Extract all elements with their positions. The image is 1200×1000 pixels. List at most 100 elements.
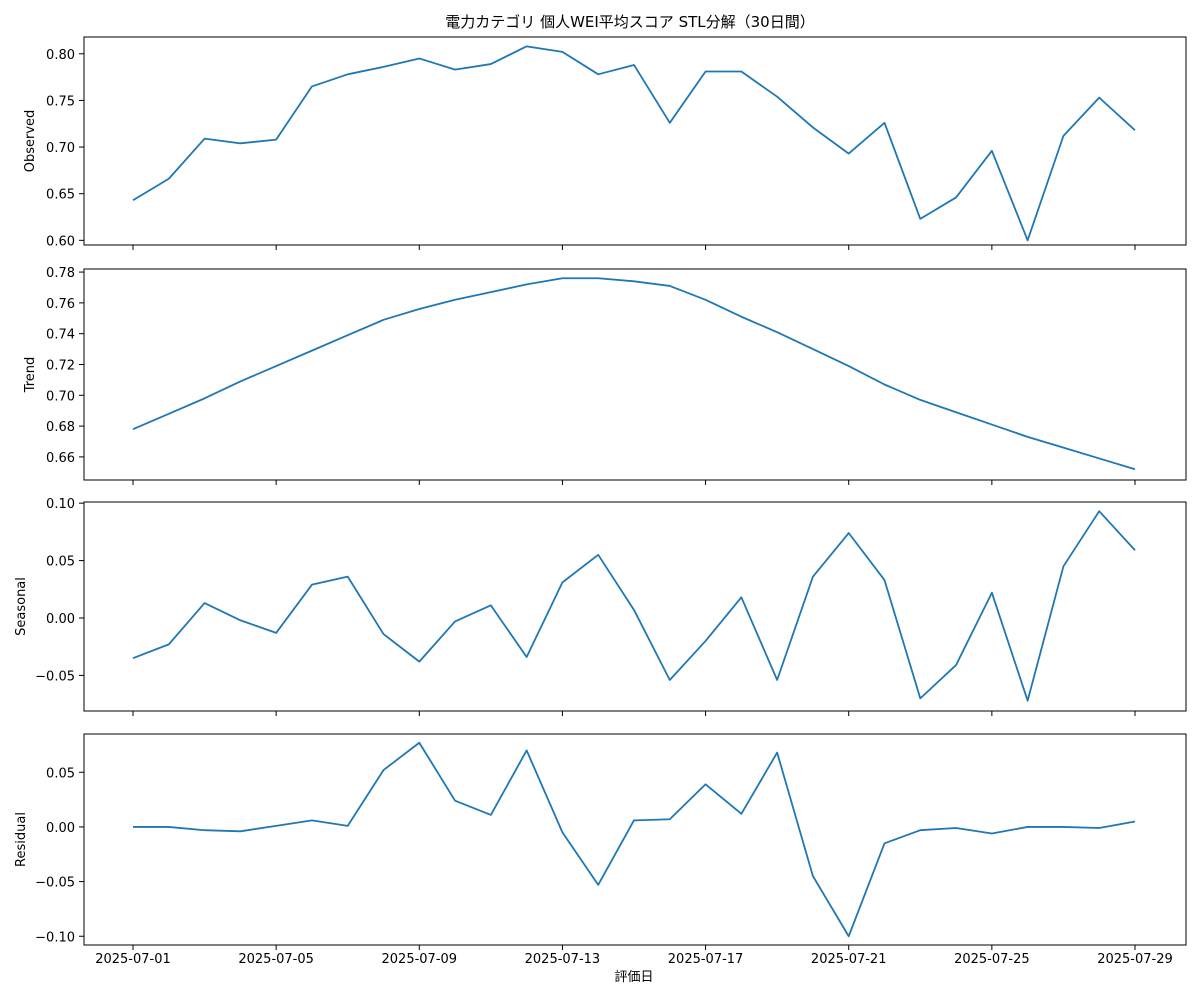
plot-frame: [83, 501, 1187, 712]
data-point: [991, 832, 993, 834]
data-point: [1026, 436, 1028, 438]
data-point: [1134, 468, 1136, 470]
data-point: [955, 411, 957, 413]
y-axis-label: Trend: [23, 357, 38, 394]
data-point: [1062, 135, 1064, 137]
y-tick-label: 0.05: [46, 766, 75, 781]
y-tick-label: −0.05: [35, 876, 75, 891]
data-point: [848, 365, 850, 367]
data-point: [740, 596, 742, 598]
data-point: [418, 660, 420, 662]
data-point: [454, 620, 456, 622]
data-point: [633, 609, 635, 611]
data-point: [382, 66, 384, 68]
data-point: [418, 742, 420, 744]
data-point: [633, 64, 635, 66]
data-point: [311, 85, 313, 87]
data-point: [812, 575, 814, 577]
data-point: [991, 423, 993, 425]
data-point: [132, 199, 134, 201]
data-point: [418, 57, 420, 59]
data-point: [561, 51, 563, 53]
data-point: [812, 348, 814, 350]
data-point: [669, 818, 671, 820]
data-point: [525, 45, 527, 47]
y-tick-label: 0.70: [46, 141, 75, 156]
panel-seasonal: −0.05 0.00 0.05 0.10 Seasonal: [14, 497, 1187, 716]
data-point: [597, 73, 599, 75]
data-point: [1098, 510, 1100, 512]
x-tick-label: 2025-07-21: [811, 952, 887, 967]
data-point: [1026, 699, 1028, 701]
data-point: [311, 819, 313, 821]
chart-title: 電力カテゴリ 個人WEI平均スコア STL分解（30日間）: [445, 13, 814, 31]
plot-frame: [83, 36, 1187, 246]
data-point: [633, 280, 635, 282]
y-tick-label: 0.65: [46, 188, 75, 203]
data-point: [490, 814, 492, 816]
data-point: [311, 583, 313, 585]
data-point: [955, 827, 957, 829]
data-point: [454, 799, 456, 801]
data-point: [525, 656, 527, 658]
data-point: [812, 126, 814, 128]
series-line-seasonal: [132, 510, 1136, 702]
data-point: [955, 664, 957, 666]
data-point: [347, 73, 349, 75]
y-tick-label: 0.05: [46, 555, 75, 570]
data-point: [382, 319, 384, 321]
data-point: [597, 884, 599, 886]
x-tick-label: 2025-07-29: [1097, 952, 1173, 967]
data-point: [203, 137, 205, 139]
data-point: [1098, 96, 1100, 98]
data-point: [347, 575, 349, 577]
series-line-residual: [133, 741, 1136, 938]
data-point: [168, 413, 170, 415]
data-point: [955, 196, 957, 198]
data-point: [704, 783, 706, 785]
x-tick-label: 2025-07-17: [668, 952, 744, 967]
x-tick-label: 2025-07-09: [382, 952, 458, 967]
data-point: [812, 875, 814, 877]
data-point: [597, 277, 599, 279]
data-point: [454, 299, 456, 301]
data-point: [633, 819, 635, 821]
panels-group: 0.60 0.65 0.70 0.75 0.80 Observed 0.66 0.68 0.70…: [14, 36, 1187, 967]
data-point: [740, 813, 742, 815]
data-point: [883, 383, 885, 385]
data-point: [991, 150, 993, 152]
data-point: [919, 697, 921, 699]
y-tick-label: 0.68: [46, 420, 75, 435]
series-line-observed: [132, 45, 1136, 242]
data-point: [311, 349, 313, 351]
series-line-trend: [132, 277, 1136, 471]
data-point: [740, 316, 742, 318]
y-tick-label: 0.70: [46, 389, 75, 404]
panel-residual: −0.10 −0.05 0.00 0.05 2025-07-01 2025-07-05 20…: [14, 733, 1187, 967]
x-axis-label: 評価日: [614, 970, 653, 985]
data-point: [883, 842, 885, 844]
data-point: [454, 68, 456, 70]
data-point: [597, 554, 599, 556]
data-point: [669, 679, 671, 681]
data-point: [382, 633, 384, 635]
data-point: [490, 604, 492, 606]
data-point: [239, 830, 241, 832]
data-point: [561, 831, 563, 833]
data-point: [991, 592, 993, 594]
data-point: [490, 291, 492, 293]
y-tick-label: 0.75: [46, 94, 75, 109]
data-point: [1134, 129, 1136, 131]
data-point: [740, 70, 742, 72]
data-point: [275, 825, 277, 827]
data-point: [848, 152, 850, 154]
data-point: [525, 749, 527, 751]
y-tick-label: 0.00: [46, 821, 75, 836]
x-tick-label: 2025-07-01: [95, 952, 171, 967]
y-tick-label: 0.00: [46, 612, 75, 627]
y-tick-label: 0.60: [46, 234, 75, 249]
data-point: [883, 579, 885, 581]
x-tick-label: 2025-07-05: [238, 952, 314, 967]
data-point: [1098, 457, 1100, 459]
data-point: [776, 95, 778, 97]
